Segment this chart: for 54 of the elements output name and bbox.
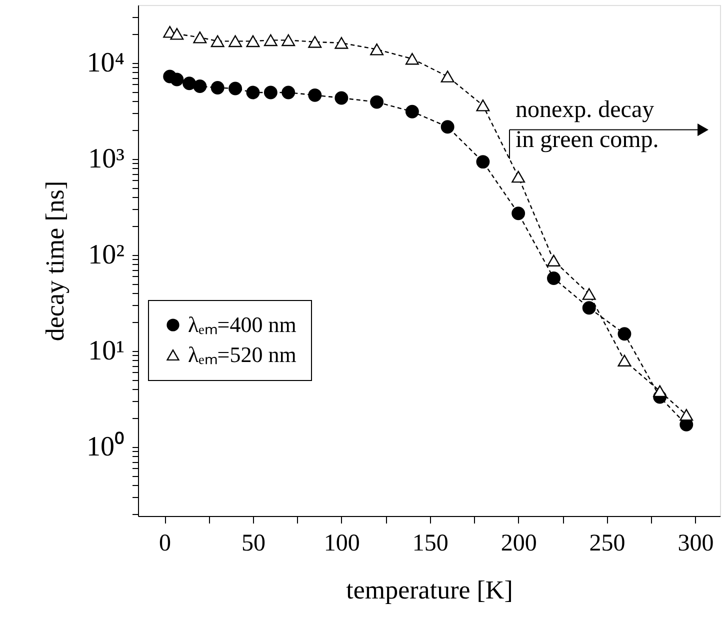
point [182, 76, 196, 90]
y-axis-title: decay time [ns] [40, 180, 70, 342]
point [546, 254, 560, 266]
annotation: nonexp. decay in green comp. [515, 96, 659, 153]
x-tick-label: 250 [589, 530, 626, 556]
point [618, 354, 632, 367]
x-tick-label: 300 [678, 530, 714, 556]
point [193, 80, 207, 93]
point [512, 206, 526, 220]
point [582, 301, 596, 315]
point [282, 86, 296, 100]
point [546, 272, 560, 285]
point [170, 72, 184, 86]
point [440, 120, 454, 134]
point [680, 408, 694, 421]
y-tick-label: 10³ [88, 143, 124, 174]
point [405, 104, 419, 118]
y-tick-label: 10¹ [88, 335, 124, 366]
point [228, 82, 242, 96]
x-tick-label: 200 [500, 530, 537, 556]
point [334, 37, 348, 49]
x-tick-label: 100 [324, 530, 360, 556]
legend-label: λₑₘ=520 nm [188, 342, 296, 367]
point [582, 288, 596, 300]
point [228, 35, 242, 48]
point [193, 31, 207, 44]
x-axis-title: temperature [K] [346, 576, 513, 604]
point [370, 95, 384, 109]
point [308, 36, 322, 48]
y-tick-label: 10⁴ [86, 47, 124, 78]
point [405, 52, 419, 65]
point [282, 34, 296, 46]
point [618, 327, 632, 341]
point [512, 170, 526, 183]
x-tick-label: 150 [412, 530, 448, 556]
point [370, 43, 384, 56]
point [246, 86, 260, 100]
y-tick-label: 10² [88, 239, 124, 270]
point [264, 86, 278, 100]
point [264, 34, 278, 46]
x-tick-label: 50 [241, 530, 266, 556]
point [308, 88, 322, 102]
point [440, 70, 454, 82]
point [334, 91, 348, 105]
point [476, 99, 490, 112]
y-tick-label: 10⁰ [86, 431, 124, 462]
point [246, 35, 260, 48]
point [210, 35, 224, 48]
point [476, 155, 490, 169]
x-tick-label: 0 [159, 530, 172, 556]
legend-label: λₑₘ=400 nm [188, 312, 296, 337]
point [653, 385, 667, 398]
point [210, 81, 224, 94]
point [170, 28, 184, 40]
